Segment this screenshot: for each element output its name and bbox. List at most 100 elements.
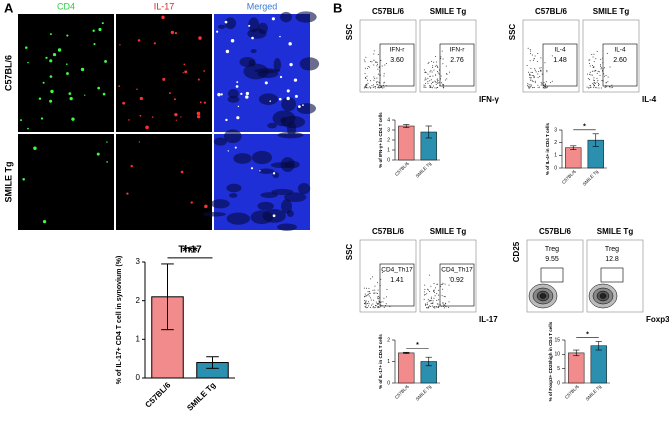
event (533, 75, 535, 77)
micrograph (116, 14, 212, 132)
cell-signal (288, 42, 292, 46)
event (438, 289, 440, 291)
event (378, 302, 380, 304)
cell-signal (68, 92, 72, 96)
cell-signal (27, 127, 29, 130)
tissue-shadow (202, 211, 226, 217)
event (376, 84, 378, 86)
cell-signal (96, 152, 100, 156)
tissue-shadow (258, 168, 275, 174)
event (376, 80, 378, 82)
event (365, 304, 367, 306)
flow-xlabel: Foxp3 (646, 315, 669, 324)
event (442, 83, 444, 85)
event (604, 86, 606, 88)
event (436, 293, 438, 295)
event (437, 66, 439, 68)
event (431, 60, 433, 62)
event (375, 292, 377, 294)
event (372, 276, 374, 278)
event (442, 84, 444, 86)
event (593, 61, 595, 63)
event (436, 65, 438, 67)
event (380, 87, 382, 89)
event (546, 70, 548, 72)
event (378, 307, 380, 309)
gate-name: IL-4 (554, 47, 566, 54)
tissue-shadow (257, 22, 268, 35)
tissue-shadow (251, 150, 273, 165)
event (431, 305, 433, 307)
event (433, 297, 435, 299)
event (530, 71, 532, 73)
event (593, 83, 595, 85)
event (379, 87, 381, 89)
event (389, 306, 391, 308)
group-header: SMILE Tg (430, 227, 467, 236)
event (385, 63, 387, 65)
event (430, 85, 432, 87)
event (444, 304, 446, 306)
cell-signal (66, 34, 69, 37)
event (445, 65, 447, 67)
event (438, 82, 440, 84)
event (372, 306, 374, 308)
tissue-shadow (273, 58, 282, 72)
y-axis-label: % of IFN-γ+ in CD4 T cells (378, 112, 383, 168)
bar (568, 352, 585, 384)
event (530, 79, 532, 81)
row-label: SMILE Tg (3, 162, 13, 203)
event (428, 274, 430, 276)
tissue-shadow (243, 63, 269, 80)
event (373, 64, 375, 66)
event (596, 77, 598, 79)
cell-signal (264, 81, 268, 85)
cell-signal (269, 100, 271, 102)
cell-signal (272, 172, 276, 175)
gate-name: IFN-r (450, 47, 466, 54)
cell-signal (49, 75, 53, 78)
event (377, 87, 379, 89)
event (424, 284, 426, 286)
event (529, 85, 531, 87)
cell-signal (101, 22, 104, 25)
event (437, 82, 439, 84)
gate (600, 267, 624, 283)
event (380, 86, 382, 88)
cell-signal (225, 49, 230, 54)
event (445, 306, 447, 308)
event (383, 81, 385, 83)
cell-signal (199, 101, 202, 104)
event (380, 278, 382, 280)
event (427, 63, 429, 65)
event (598, 71, 600, 73)
event (363, 287, 365, 289)
event (432, 85, 434, 87)
event (373, 292, 375, 294)
event (370, 87, 372, 89)
cell-signal (22, 178, 25, 181)
group-header: C57BL/6 (535, 7, 568, 16)
row-label: C57BL/6 (3, 55, 13, 91)
gate-name: CD4_Th17 (441, 267, 473, 274)
event (381, 271, 383, 273)
event (423, 291, 425, 293)
event (532, 71, 534, 73)
flow-ylabel: CD25 (512, 241, 521, 262)
y-axis-label: % of Foxp3+ CD25high in CD4 T cells (548, 321, 553, 401)
y-axis-label: % of IL-17+ in CD4 T cells (378, 334, 383, 389)
cell-signal (25, 46, 28, 49)
event (424, 288, 426, 290)
event (598, 83, 600, 85)
event (607, 81, 609, 83)
event (424, 79, 426, 81)
event (381, 87, 383, 89)
event (365, 84, 367, 86)
cell-signal (49, 33, 52, 36)
y-tick-label: 2 (554, 140, 557, 146)
event (534, 69, 536, 71)
event (593, 85, 595, 87)
event (530, 53, 532, 55)
flow-xlabel: IL-17 (479, 315, 498, 324)
event (539, 75, 541, 77)
